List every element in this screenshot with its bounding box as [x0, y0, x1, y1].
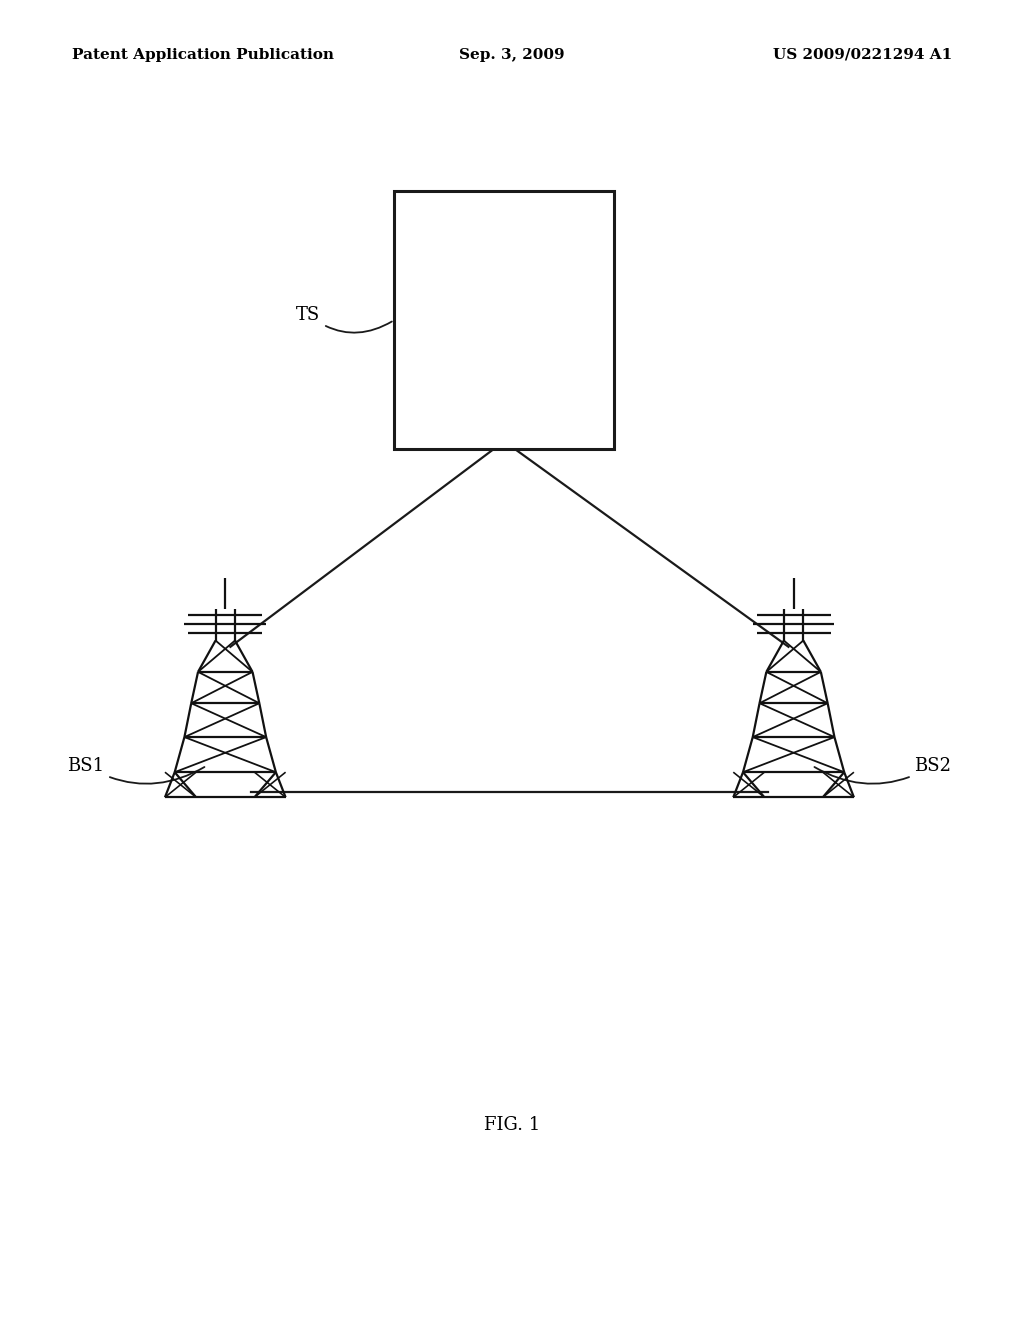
Text: US 2009/0221294 A1: US 2009/0221294 A1 — [773, 48, 952, 62]
Bar — [394, 191, 614, 449]
Text: Patent Application Publication: Patent Application Publication — [72, 48, 334, 62]
Text: BS2: BS2 — [814, 756, 951, 784]
Text: FIG. 1: FIG. 1 — [484, 1115, 540, 1134]
Text: BS1: BS1 — [68, 756, 205, 784]
Text: TS: TS — [296, 306, 392, 333]
Text: Sep. 3, 2009: Sep. 3, 2009 — [459, 48, 565, 62]
